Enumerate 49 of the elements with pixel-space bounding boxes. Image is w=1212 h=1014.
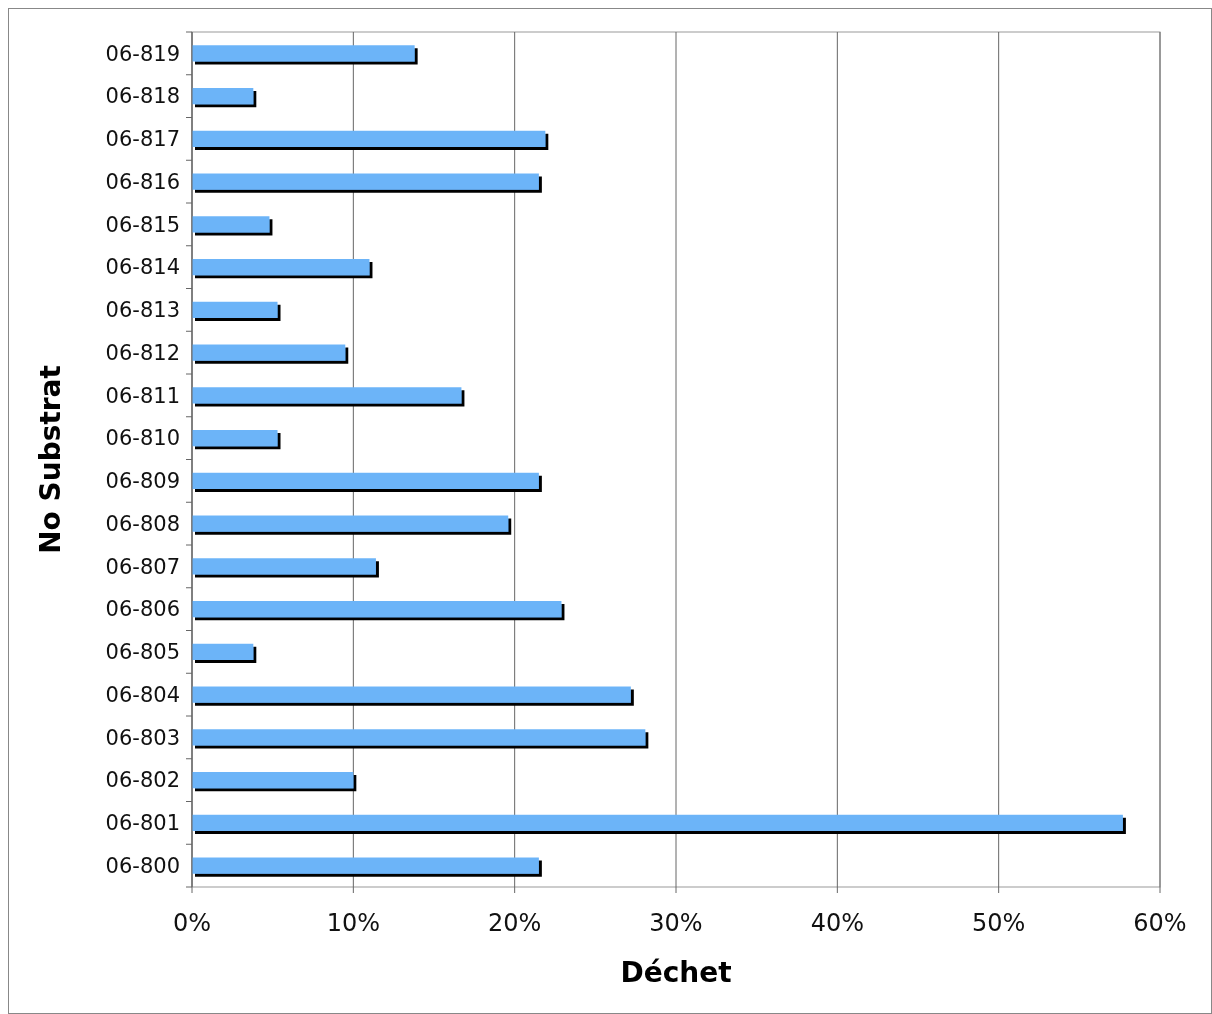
bar xyxy=(192,130,546,147)
y-tick-label: 06-809 xyxy=(105,469,180,494)
y-tick-label: 06-818 xyxy=(105,84,180,109)
bar xyxy=(192,686,631,703)
y-tick-label: 06-804 xyxy=(105,682,180,707)
x-tick-label: 30% xyxy=(649,909,703,937)
y-tick-label: 06-806 xyxy=(105,597,180,622)
bar xyxy=(192,772,354,789)
y-tick-label: 06-801 xyxy=(105,811,180,836)
y-tick-label: 06-816 xyxy=(105,169,180,194)
x-tick-label: 50% xyxy=(971,909,1026,937)
bar xyxy=(192,45,415,62)
x-tick-label: 40% xyxy=(810,909,865,937)
y-axis-title: No Substrat xyxy=(34,365,67,554)
bar xyxy=(192,259,370,276)
bar xyxy=(192,729,646,746)
bar xyxy=(192,216,270,233)
bar xyxy=(192,814,1123,831)
bar xyxy=(192,344,346,361)
y-tick-label: 06-813 xyxy=(105,298,180,323)
bar xyxy=(192,558,376,575)
bar xyxy=(192,472,539,489)
y-tick-label: 06-805 xyxy=(105,640,180,665)
bar xyxy=(192,601,562,618)
y-tick-label: 06-808 xyxy=(105,511,180,536)
bar xyxy=(192,515,509,532)
y-tick-label: 06-807 xyxy=(105,554,180,579)
y-tick-label: 06-810 xyxy=(105,426,180,451)
bar xyxy=(192,88,254,105)
y-tick-label: 06-814 xyxy=(105,255,180,280)
x-axis-title: Déchet xyxy=(620,956,732,989)
x-tick-label: 10% xyxy=(326,909,381,937)
y-tick-label: 06-812 xyxy=(105,340,180,365)
y-tick-label: 06-802 xyxy=(105,768,180,793)
bar xyxy=(192,857,539,874)
y-tick-label: 06-800 xyxy=(105,853,180,878)
bar xyxy=(192,173,539,190)
y-tick-label: 06-815 xyxy=(105,212,180,237)
x-tick-label: 20% xyxy=(487,909,542,937)
y-tick-label: 06-819 xyxy=(105,41,180,66)
bar xyxy=(192,387,462,404)
y-tick-label: 06-817 xyxy=(105,127,180,152)
y-tick-label: 06-803 xyxy=(105,725,180,750)
bar xyxy=(192,301,278,318)
x-tick-label: 60% xyxy=(1133,909,1187,937)
x-tick-label: 0% xyxy=(172,909,212,937)
bar xyxy=(192,430,278,447)
y-tick-label: 06-811 xyxy=(105,383,180,408)
bar xyxy=(192,643,254,660)
